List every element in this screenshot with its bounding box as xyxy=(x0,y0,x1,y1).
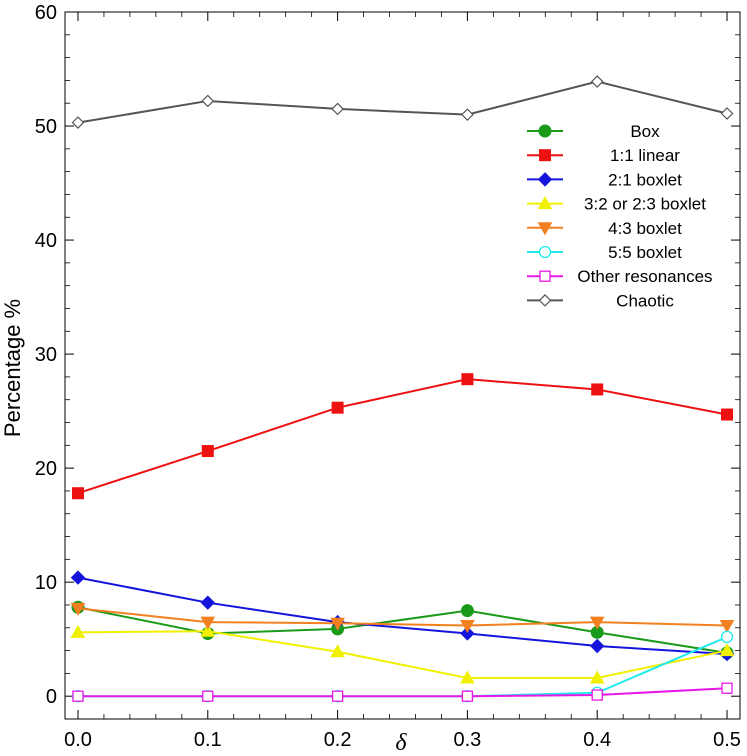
legend-label: 4:3 boxlet xyxy=(608,219,682,238)
data-point xyxy=(461,108,474,121)
legend-label: 2:1 boxlet xyxy=(608,170,682,189)
x-axis: 0.0 0.1 0.2 0.3 0.4 0.5 xyxy=(64,12,741,751)
data-point xyxy=(590,638,605,654)
legend-item: 5:5 boxlet xyxy=(527,243,682,262)
y-tick-label: 60 xyxy=(35,2,57,24)
x-tick-label: 0.0 xyxy=(64,729,92,751)
series-line xyxy=(77,606,728,654)
legend: Box 1:1 linear 2:1 boxlet 3:2 or 2:3 boxlet… xyxy=(527,122,713,310)
legend-label: 5:5 boxlet xyxy=(608,243,682,262)
data-point xyxy=(591,383,604,396)
data-point xyxy=(331,690,344,702)
legend-item: Other resonances xyxy=(527,267,713,286)
legend-marker xyxy=(537,222,553,236)
data-point xyxy=(719,619,735,634)
legend-marker xyxy=(537,196,553,210)
data-point xyxy=(201,445,214,458)
data-point xyxy=(720,630,734,644)
series-7 xyxy=(71,75,734,129)
data-point xyxy=(720,107,734,120)
legend-item: 1:1 linear xyxy=(527,146,680,165)
series-line xyxy=(77,630,728,679)
data-point xyxy=(460,670,475,684)
legend-marker xyxy=(538,294,552,307)
data-point xyxy=(70,624,86,638)
y-tick-label: 30 xyxy=(35,344,57,366)
data-point xyxy=(71,116,85,129)
y-tick-label: 40 xyxy=(35,230,57,252)
x-tick-label: 0.2 xyxy=(324,729,352,751)
y-tick-label: 10 xyxy=(35,572,57,594)
series-4 xyxy=(70,602,735,634)
data-point xyxy=(71,487,84,500)
data-point xyxy=(202,690,214,702)
data-point xyxy=(589,616,605,630)
data-point xyxy=(719,643,735,657)
data-point xyxy=(590,75,604,88)
data-point xyxy=(201,94,215,108)
data-point xyxy=(200,616,216,630)
legend-item: 2:1 boxlet xyxy=(527,170,682,189)
x-tick-label: 0.4 xyxy=(583,729,611,751)
data-point xyxy=(591,689,603,701)
data-point xyxy=(461,690,474,702)
series-line xyxy=(77,576,728,655)
legend-label: 1:1 linear xyxy=(610,146,680,165)
x-axis-title: δ xyxy=(395,730,407,756)
series-line xyxy=(77,635,728,698)
y-tick-label: 0 xyxy=(46,686,57,708)
plot-frame xyxy=(64,11,741,720)
series-3 xyxy=(70,623,735,684)
data-point xyxy=(200,623,216,637)
data-point xyxy=(721,408,734,421)
legend-marker xyxy=(539,270,551,282)
y-tick-label: 20 xyxy=(35,458,57,480)
legend-item: Box xyxy=(527,122,660,141)
y-axis-title: Percentage % xyxy=(0,299,25,437)
data-point xyxy=(460,619,475,634)
series-line xyxy=(77,607,728,627)
data-point xyxy=(200,595,215,610)
legend-item: 4:3 boxlet xyxy=(527,219,682,238)
legend-marker xyxy=(538,124,552,138)
legend-marker xyxy=(538,245,552,259)
data-point xyxy=(331,401,344,414)
y-tick-label: 50 xyxy=(35,116,57,138)
legend-label: Other resonances xyxy=(577,267,712,286)
data-point xyxy=(330,617,345,631)
data-point xyxy=(70,602,86,616)
x-tick-label: 0.5 xyxy=(713,729,741,751)
x-tick-label: 0.1 xyxy=(194,729,222,751)
series-line xyxy=(77,80,728,124)
legend-label: 3:2 or 2:3 boxlet xyxy=(584,195,706,214)
legend-item: Chaotic xyxy=(527,291,674,310)
series-5 xyxy=(71,630,734,703)
legend-label: Chaotic xyxy=(616,291,674,310)
data-point xyxy=(330,644,345,658)
series-line xyxy=(77,687,728,698)
data-point xyxy=(589,670,605,684)
series-line xyxy=(77,378,728,495)
data-point xyxy=(331,102,344,116)
series-2 xyxy=(70,570,735,662)
series-1 xyxy=(71,373,734,500)
x-tick-label: 0.3 xyxy=(453,729,481,751)
legend-marker xyxy=(537,172,553,187)
data-point xyxy=(460,604,474,618)
series-0 xyxy=(71,600,734,660)
legend-label: Box xyxy=(630,122,660,141)
series-layer xyxy=(70,75,735,703)
y-axis: 0 10 20 30 40 50 60 xyxy=(35,2,740,708)
data-point xyxy=(72,690,84,702)
data-point xyxy=(721,682,733,694)
data-point xyxy=(70,570,86,585)
legend-marker xyxy=(539,149,551,162)
series-6 xyxy=(72,682,733,702)
legend-item: 3:2 or 2:3 boxlet xyxy=(527,195,706,214)
data-point xyxy=(461,373,474,386)
data-point xyxy=(460,626,475,641)
